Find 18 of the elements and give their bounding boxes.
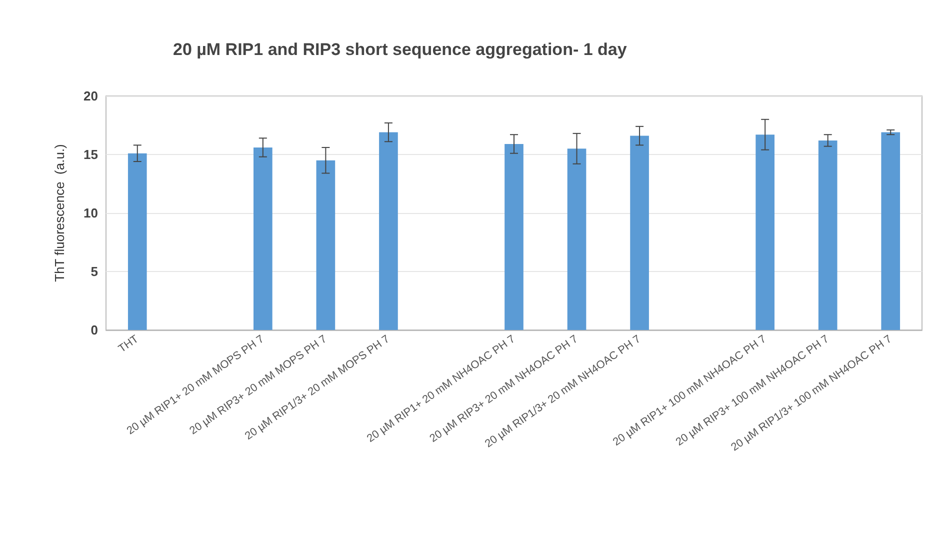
bar [379, 132, 398, 330]
bar [567, 148, 586, 330]
y-tick-label: 20 [84, 88, 98, 104]
bar [504, 144, 524, 330]
bar [128, 153, 147, 330]
bar [630, 136, 649, 330]
bar [254, 147, 272, 330]
bar [316, 160, 336, 330]
x-tick-label: THT [116, 332, 142, 356]
bar [881, 132, 900, 330]
y-tick-label: 0 [90, 322, 98, 338]
y-tick-label: 15 [84, 147, 98, 162]
chart-title: 20 µM RIP1 and RIP3 short sequence aggregation- 1 day [173, 40, 628, 59]
y-tick-label: 5 [90, 264, 98, 279]
y-tick-label: 10 [84, 206, 98, 220]
bar [756, 134, 774, 330]
y-axis-title: ThT fluorescence (a.u.) [52, 144, 67, 282]
bar [818, 140, 838, 330]
